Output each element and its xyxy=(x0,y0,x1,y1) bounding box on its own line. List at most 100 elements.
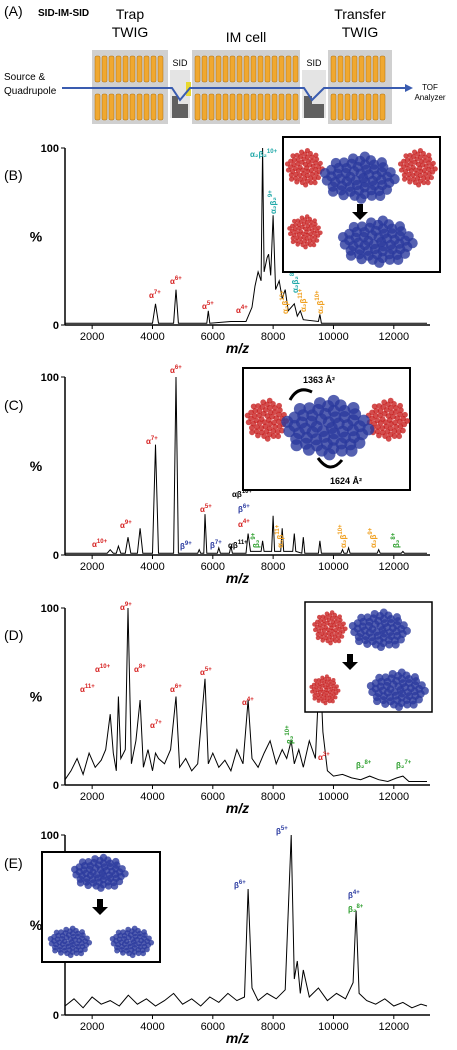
transfer-label: TWIG xyxy=(342,24,379,40)
peak-annotation: α6+ xyxy=(170,365,182,375)
protein-blob xyxy=(347,402,360,415)
protein-blob xyxy=(356,253,367,265)
protein-blob xyxy=(84,881,92,890)
protein-blob xyxy=(292,218,297,224)
protein-blob xyxy=(308,175,314,181)
protein-blob xyxy=(266,397,273,404)
y-axis-label: % xyxy=(30,917,43,933)
peak-annotation: α3+ xyxy=(318,752,330,762)
ring xyxy=(236,93,243,121)
protein-blob xyxy=(69,925,76,932)
annotation-charge: 10+ xyxy=(97,539,108,545)
protein-blob xyxy=(408,157,414,163)
ring xyxy=(115,55,122,83)
ring xyxy=(264,55,271,83)
protein-blob xyxy=(319,167,331,179)
protein-blob xyxy=(427,156,433,162)
ring xyxy=(101,55,108,83)
panel-label: (D) xyxy=(4,627,23,643)
protein-blob xyxy=(357,613,366,622)
protein-blob xyxy=(420,686,429,695)
diagram-title: SID-IM-SID xyxy=(38,8,89,19)
protein-blob xyxy=(328,682,333,687)
protein-blob xyxy=(365,217,377,228)
protein-blob xyxy=(317,684,322,689)
protein-blob xyxy=(121,870,129,878)
annotation-charge: 9+ xyxy=(125,520,132,526)
annotation-species: β₂ xyxy=(252,539,261,548)
protein-blob xyxy=(424,175,431,182)
protein-blob xyxy=(73,950,80,957)
protein-blob xyxy=(315,692,320,697)
protein-blob xyxy=(255,432,261,439)
source-label: Source & xyxy=(4,72,45,83)
annotation-charge: 6+ xyxy=(175,365,182,371)
protein-blob xyxy=(82,946,88,953)
protein-blob xyxy=(115,877,124,886)
protein-blob xyxy=(63,926,70,933)
peak-annotation: αβ10+ xyxy=(232,489,252,499)
protein-blob xyxy=(353,436,366,449)
annotation-species: α xyxy=(146,437,151,446)
protein-blob xyxy=(285,167,292,173)
ring xyxy=(250,93,257,121)
protein-blob xyxy=(327,699,332,704)
protein-blob xyxy=(276,402,282,409)
protein-blob xyxy=(338,617,343,623)
protein-blob xyxy=(84,858,93,866)
y-axis-label: % xyxy=(30,689,43,705)
peak-annotation: α₂β11+ xyxy=(298,288,308,312)
annotation-species: β xyxy=(210,541,215,550)
protein-blob xyxy=(316,698,321,703)
annotation-charge: 5+ xyxy=(205,667,212,673)
protein-blob xyxy=(337,231,349,243)
protein-blob xyxy=(341,621,346,627)
annotation-charge: 10+ xyxy=(338,524,344,535)
protein-blob xyxy=(315,635,321,641)
protein-blob xyxy=(311,239,316,244)
protein-blob xyxy=(58,929,64,936)
peak-annotation: α8+ xyxy=(134,664,146,674)
protein-blob xyxy=(392,613,401,622)
protein-blob xyxy=(317,614,322,620)
peak-annotation: β7+ xyxy=(210,540,222,550)
x-tick-label: 10000 xyxy=(318,331,349,343)
protein-blob xyxy=(288,176,295,182)
trap-label: Trap xyxy=(116,6,144,22)
protein-blob xyxy=(336,635,341,640)
ring xyxy=(330,93,337,121)
protein-blob xyxy=(330,696,335,701)
x-tick-label: 6000 xyxy=(201,331,225,343)
protein-blob xyxy=(299,215,305,221)
protein-blob xyxy=(258,425,265,431)
protein-blob xyxy=(129,952,136,959)
protein-blob xyxy=(391,640,400,649)
annotation-species: α xyxy=(95,665,100,674)
ring xyxy=(157,55,164,83)
ring xyxy=(136,55,143,83)
peak-annotation: α₂β10+ xyxy=(315,290,325,314)
instrument-diagram: (A) SID-IM-SID Trap TWIG SID IM cell SID… xyxy=(4,3,446,124)
protein-blob xyxy=(112,857,120,866)
protein-blob xyxy=(267,409,274,416)
protein-blob xyxy=(324,611,330,617)
peak-annotation: α5+ xyxy=(200,667,212,677)
protein-blob xyxy=(254,424,260,430)
x-axis-label: m/z xyxy=(226,340,249,356)
x-tick-label: 12000 xyxy=(379,331,410,343)
ring xyxy=(365,93,372,121)
ring xyxy=(108,55,115,83)
protein-blob xyxy=(91,855,99,863)
peak-annotation: αβ11+ xyxy=(228,540,248,550)
x-tick-label: 2000 xyxy=(80,561,104,573)
ring xyxy=(250,55,257,83)
peak-annotation: β₂8+ xyxy=(348,904,364,914)
protein-blob xyxy=(99,853,108,862)
protein-blob xyxy=(327,695,332,700)
protein-blob xyxy=(398,167,405,173)
annotation-species: β₂ xyxy=(348,905,357,914)
peak-annotation: α₂β10+ xyxy=(338,524,348,548)
ring xyxy=(285,93,292,121)
protein-blob xyxy=(313,152,319,158)
